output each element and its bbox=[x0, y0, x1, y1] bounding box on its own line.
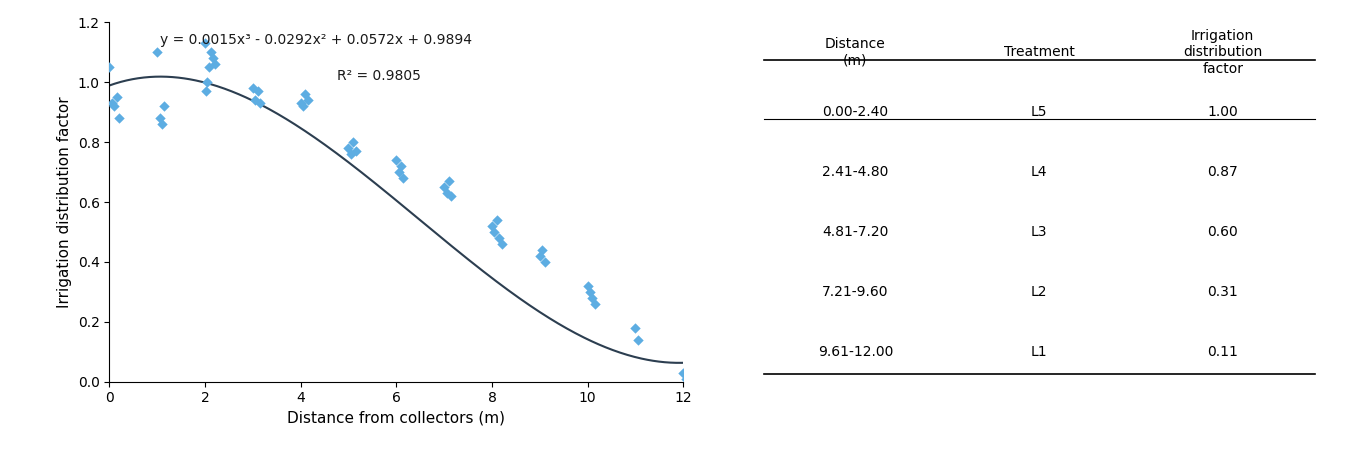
Point bbox=[297, 97, 319, 104]
Point bbox=[491, 240, 513, 247]
Point bbox=[194, 40, 216, 47]
Point bbox=[200, 49, 221, 56]
Point bbox=[529, 252, 551, 260]
Point bbox=[392, 175, 414, 182]
Point bbox=[675, 375, 697, 382]
Text: y = 0.0015x³ - 0.0292x² + 0.0572x + 0.9894: y = 0.0015x³ - 0.0292x² + 0.0572x + 0.98… bbox=[160, 33, 472, 47]
Point bbox=[290, 100, 312, 107]
Point bbox=[197, 79, 219, 86]
Point bbox=[584, 300, 606, 308]
Point bbox=[103, 103, 124, 110]
Point bbox=[338, 145, 360, 152]
Point bbox=[344, 148, 366, 155]
Point bbox=[202, 55, 224, 62]
Point bbox=[98, 64, 120, 71]
Point bbox=[153, 103, 175, 110]
Point bbox=[437, 177, 459, 185]
Point bbox=[105, 94, 127, 101]
X-axis label: Distance from collectors (m): Distance from collectors (m) bbox=[287, 411, 506, 426]
Point bbox=[532, 247, 554, 254]
Point bbox=[433, 184, 455, 191]
Point bbox=[577, 282, 599, 290]
Point bbox=[436, 189, 458, 197]
Point bbox=[385, 157, 407, 164]
Point bbox=[108, 114, 130, 122]
Point bbox=[488, 234, 510, 242]
Point bbox=[293, 103, 314, 110]
Point bbox=[484, 229, 506, 236]
Point bbox=[673, 369, 694, 376]
Point bbox=[625, 324, 647, 331]
Point bbox=[146, 49, 168, 56]
Point bbox=[150, 121, 172, 128]
Point bbox=[533, 258, 555, 265]
Point bbox=[390, 163, 411, 170]
Point bbox=[581, 294, 603, 301]
Point bbox=[246, 88, 268, 95]
Point bbox=[627, 336, 649, 343]
Point bbox=[249, 100, 271, 107]
Point bbox=[245, 97, 267, 104]
Point bbox=[340, 150, 362, 158]
Point bbox=[198, 64, 220, 71]
Point bbox=[485, 216, 507, 224]
Point bbox=[440, 193, 462, 200]
Point bbox=[195, 88, 217, 95]
Point bbox=[294, 91, 316, 98]
Point bbox=[342, 139, 364, 146]
Y-axis label: Irrigation distribution factor: Irrigation distribution factor bbox=[57, 96, 72, 308]
Point bbox=[204, 61, 226, 68]
Point bbox=[580, 288, 601, 295]
Point bbox=[101, 100, 123, 107]
Point bbox=[481, 222, 503, 229]
Point bbox=[388, 168, 410, 176]
Text: R² = 0.9805: R² = 0.9805 bbox=[338, 69, 421, 83]
Point bbox=[149, 114, 171, 122]
Point bbox=[242, 85, 264, 92]
